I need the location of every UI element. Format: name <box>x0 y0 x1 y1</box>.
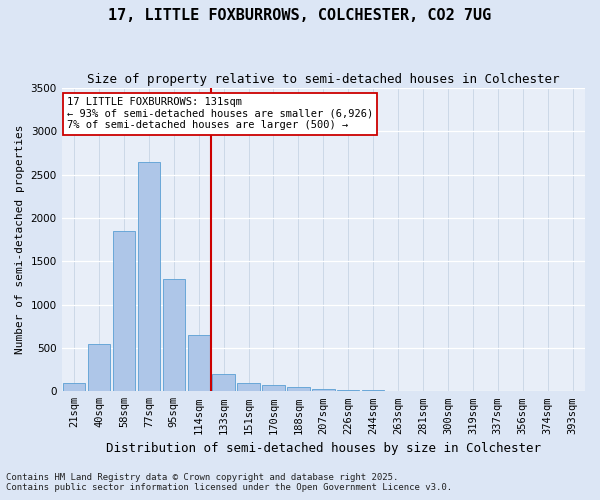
Bar <box>312 388 335 392</box>
Text: Contains HM Land Registry data © Crown copyright and database right 2025.
Contai: Contains HM Land Registry data © Crown c… <box>6 473 452 492</box>
Title: Size of property relative to semi-detached houses in Colchester: Size of property relative to semi-detach… <box>87 72 560 86</box>
Bar <box>262 385 285 392</box>
X-axis label: Distribution of semi-detached houses by size in Colchester: Distribution of semi-detached houses by … <box>106 442 541 455</box>
Text: 17 LITTLE FOXBURROWS: 131sqm
← 93% of semi-detached houses are smaller (6,926)
7: 17 LITTLE FOXBURROWS: 131sqm ← 93% of se… <box>67 97 373 130</box>
Bar <box>337 390 359 392</box>
Bar <box>137 162 160 392</box>
Bar <box>287 386 310 392</box>
Bar <box>88 344 110 392</box>
Bar <box>238 382 260 392</box>
Text: 17, LITTLE FOXBURROWS, COLCHESTER, CO2 7UG: 17, LITTLE FOXBURROWS, COLCHESTER, CO2 7… <box>109 8 491 22</box>
Bar <box>212 374 235 392</box>
Bar <box>63 382 85 392</box>
Bar <box>163 278 185 392</box>
Y-axis label: Number of semi-detached properties: Number of semi-detached properties <box>15 125 25 354</box>
Bar <box>188 335 210 392</box>
Bar <box>362 390 385 392</box>
Bar <box>113 231 135 392</box>
